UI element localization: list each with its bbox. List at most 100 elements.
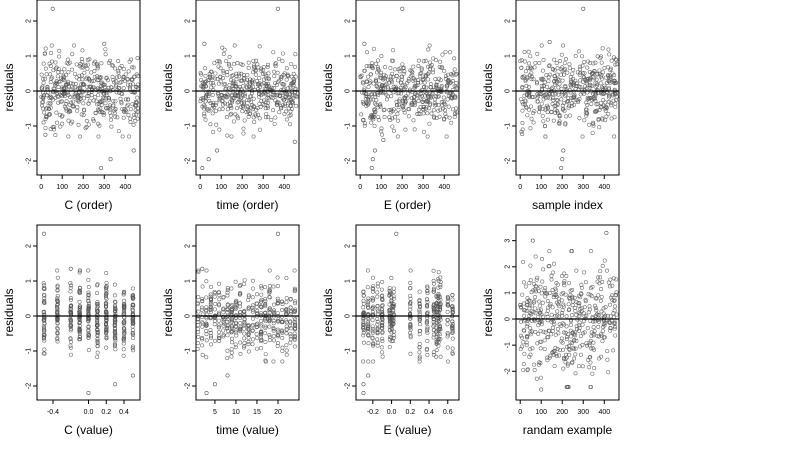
data-point [199, 77, 204, 82]
data-point [225, 314, 230, 319]
data-point [77, 268, 82, 273]
data-point [614, 277, 619, 282]
data-point [220, 107, 225, 112]
data-point [522, 301, 527, 306]
data-point [55, 275, 60, 280]
data-point [524, 324, 529, 329]
data-point [122, 302, 127, 307]
data-point [540, 279, 545, 284]
data-point [557, 353, 562, 358]
data-point [583, 280, 588, 285]
data-point [573, 346, 578, 351]
data-point [127, 85, 132, 90]
data-point [431, 303, 436, 308]
data-point [553, 352, 558, 357]
x-tick-label: 5 [213, 409, 217, 416]
data-point [605, 349, 610, 354]
data-point [128, 119, 133, 124]
data-point [271, 319, 276, 324]
outlier-point [362, 41, 367, 46]
data-point [541, 329, 546, 334]
data-point [204, 355, 209, 360]
data-point [358, 74, 363, 79]
data-point [252, 87, 257, 92]
data-point [542, 80, 547, 85]
data-point [96, 107, 101, 112]
data-point [55, 74, 60, 79]
data-point [560, 311, 565, 316]
data-point [288, 109, 293, 114]
data-point [95, 283, 100, 288]
data-point [403, 127, 408, 132]
data-point [361, 320, 366, 325]
data-point [568, 113, 573, 118]
data-point [602, 83, 607, 88]
data-point [591, 120, 596, 125]
data-point [245, 77, 250, 82]
data-point [574, 97, 579, 102]
data-point [527, 281, 532, 286]
data-point [361, 117, 366, 122]
data-point [126, 69, 131, 74]
data-point [560, 340, 565, 345]
data-point [587, 122, 592, 127]
data-point [91, 78, 96, 83]
data-point [411, 64, 416, 69]
data-point [421, 77, 426, 82]
data-point [546, 264, 551, 269]
data-point [217, 281, 222, 286]
data-point [391, 294, 396, 299]
data-point [55, 317, 60, 322]
data-point [529, 95, 534, 100]
data-point [222, 101, 227, 106]
data-point [259, 332, 264, 337]
data-point [112, 293, 117, 298]
data-point [250, 303, 255, 308]
data-point [229, 100, 234, 105]
data-point [284, 343, 289, 348]
data-point [289, 97, 294, 102]
data-point [225, 333, 230, 338]
data-point [439, 85, 444, 90]
data-point [282, 86, 287, 91]
data-point [43, 76, 48, 81]
data-point [566, 302, 571, 307]
data-point [582, 59, 587, 64]
data-point [235, 100, 240, 105]
data-point [582, 305, 587, 310]
data-point [87, 57, 92, 62]
data-point [231, 81, 236, 86]
data-point [390, 124, 395, 129]
data-point [66, 134, 71, 139]
data-point [250, 305, 255, 310]
data-point [95, 338, 100, 343]
data-point [545, 117, 550, 122]
data-point [121, 310, 126, 315]
data-point [287, 122, 292, 127]
data-point [380, 132, 385, 137]
data-point [241, 93, 246, 98]
data-point [528, 263, 533, 268]
data-point [292, 310, 297, 315]
data-point [234, 313, 239, 318]
data-point [104, 309, 109, 314]
data-point [129, 77, 134, 82]
data-point [599, 76, 604, 81]
data-point [533, 287, 538, 292]
data-point [87, 78, 92, 83]
data-point [604, 75, 609, 80]
data-point [372, 92, 377, 97]
data-point [613, 92, 618, 97]
data-point [520, 292, 525, 297]
data-point [525, 113, 530, 118]
data-point [204, 295, 209, 300]
data-point [391, 335, 396, 340]
data-point [86, 309, 91, 314]
data-point [370, 318, 375, 323]
plot-frame [515, 0, 620, 176]
data-point [606, 111, 611, 116]
data-point [84, 118, 89, 123]
data-point [225, 324, 230, 329]
x-tick-label: 300 [257, 184, 269, 191]
data-point [65, 79, 70, 84]
